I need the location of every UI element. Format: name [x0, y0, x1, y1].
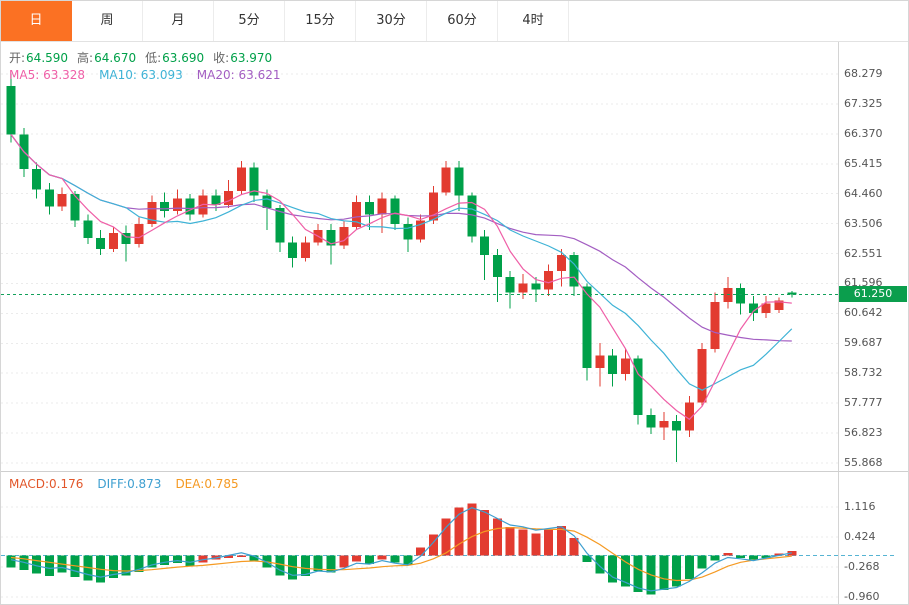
- macd-tick: -0.268: [844, 560, 880, 573]
- tab-5分[interactable]: 5分: [214, 1, 285, 41]
- price-tick: 64.460: [844, 186, 883, 200]
- ma5-legend: MA5: 63.328: [9, 68, 86, 82]
- price-axis: 68.279 67.325 66.370 65.415 64.460 63.506 62.5…: [840, 41, 908, 471]
- ma20-legend: MA20: 63.621: [196, 68, 281, 82]
- open-label: 开:: [9, 51, 26, 65]
- high-label: 高:: [77, 51, 94, 65]
- price-tick: 59.687: [844, 336, 883, 350]
- close-label: 收:: [213, 51, 230, 65]
- interval-tabbar: 日周月 5分 15分 30分 60分 4时: [1, 1, 908, 42]
- price-tick: 61.596: [844, 276, 883, 290]
- ohlc-legend: 开:64.590 高:64.670 低:63.690 收:63.970: [9, 49, 281, 66]
- price-tick: 58.732: [844, 366, 883, 380]
- candlestick-chart[interactable]: [1, 41, 838, 471]
- dea-value: DEA:0.785: [175, 477, 239, 491]
- tab-日[interactable]: 日: [1, 1, 72, 41]
- panel-divider: [1, 471, 908, 472]
- price-tick: 60.642: [844, 306, 883, 320]
- tab-30分[interactable]: 30分: [356, 1, 427, 41]
- tab-60分[interactable]: 60分: [427, 1, 498, 41]
- price-tick: 57.777: [844, 396, 883, 410]
- ma-legend: MA5: 63.328 MA10: 63.093 MA20: 63.621: [9, 68, 294, 82]
- ma10-legend: MA10: 63.093: [99, 68, 183, 82]
- price-tick: 68.279: [844, 67, 883, 80]
- macd-axis: 1.116 0.424 -0.268 -0.960: [840, 471, 908, 604]
- price-tick: 67.325: [844, 96, 883, 110]
- macd-tick: 0.424: [844, 530, 876, 543]
- price-tick: 65.415: [844, 156, 883, 170]
- macd-legend: MACD:0.176 DIFF:0.873 DEA:0.785: [9, 477, 253, 491]
- current-price-tag: 61.250: [839, 286, 907, 303]
- high-value: 64.670: [94, 51, 137, 65]
- macd-tick: 1.116: [844, 500, 876, 513]
- tab-月[interactable]: 月: [143, 1, 214, 41]
- price-tick: 55.868: [844, 455, 883, 469]
- axis-border: [838, 41, 839, 604]
- tab-4时[interactable]: 4时: [498, 1, 569, 41]
- low-value: 63.690: [162, 51, 205, 65]
- diff-value: DIFF:0.873: [97, 477, 162, 491]
- price-tick: 66.370: [844, 126, 883, 140]
- price-tick: 56.823: [844, 426, 883, 440]
- open-value: 64.590: [26, 51, 69, 65]
- tab-15分[interactable]: 15分: [285, 1, 356, 41]
- tab-周[interactable]: 周: [72, 1, 143, 41]
- macd-tick: -0.960: [844, 590, 880, 603]
- macd-value: MACD:0.176: [9, 477, 84, 491]
- close-value: 63.970: [230, 51, 273, 65]
- price-tick: 62.551: [844, 246, 883, 260]
- price-tick: 63.506: [844, 216, 883, 230]
- low-label: 低:: [145, 51, 162, 65]
- macd-chart[interactable]: [1, 471, 909, 605]
